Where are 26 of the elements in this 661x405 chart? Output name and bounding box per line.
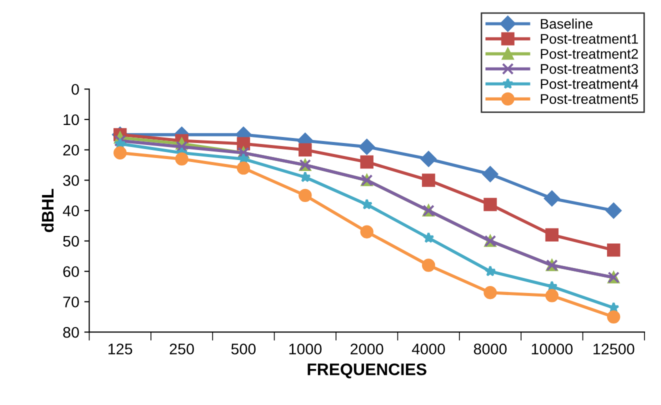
legend-label: Post-treatment5 xyxy=(540,94,638,104)
y-tick-label: 30 xyxy=(63,175,79,186)
y-axis-title: dBHL xyxy=(41,188,54,232)
x-tick-label: 10000 xyxy=(532,344,573,354)
x-tick-label: 12500 xyxy=(594,344,634,354)
y-tick-label: 10 xyxy=(64,114,79,126)
y-tick-label: 20 xyxy=(63,144,79,156)
y-tick-label: 0 xyxy=(72,84,79,95)
legend-label: Post-treatment4 xyxy=(540,79,638,89)
x-tick-label: 8000 xyxy=(474,344,507,354)
y-tick-label: 60 xyxy=(63,266,79,278)
y-tick-label: 80 xyxy=(63,326,79,338)
x-tick-label: 2000 xyxy=(350,344,384,354)
x-axis-title: FREQUENCIES xyxy=(308,363,426,378)
y-tick-label: 70 xyxy=(63,296,79,308)
legend-label: Baseline xyxy=(540,18,592,29)
x-tick-label: 250 xyxy=(170,344,194,354)
y-tick-label: 50 xyxy=(63,236,79,247)
legend-label: Post-treatment3 xyxy=(540,64,638,74)
legend-label: Post-treatment2 xyxy=(540,49,638,59)
x-tick-label: 4000 xyxy=(412,344,445,354)
x-tick-label: 125 xyxy=(108,344,132,354)
x-tick-label: 1000 xyxy=(289,344,322,354)
x-tick-label: 500 xyxy=(231,344,256,354)
y-tick-label: 40 xyxy=(62,205,79,216)
legend-label: Post-treatment1 xyxy=(540,34,638,44)
